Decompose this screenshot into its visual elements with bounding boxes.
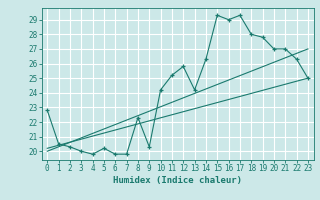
X-axis label: Humidex (Indice chaleur): Humidex (Indice chaleur) [113,176,242,185]
